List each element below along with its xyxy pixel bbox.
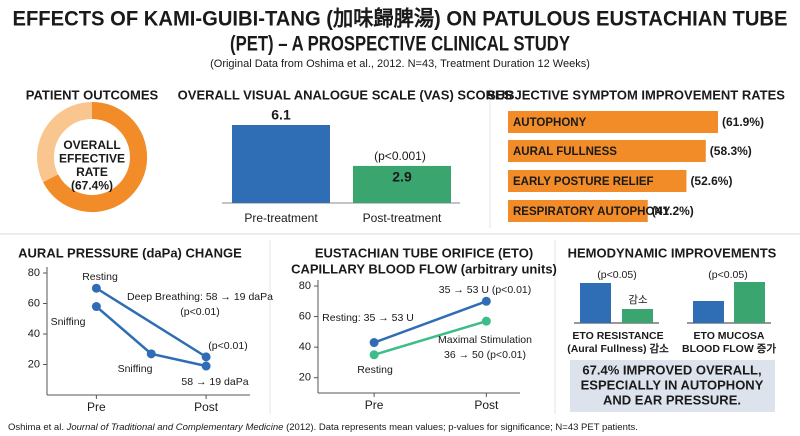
annotation: (p<0.05) [597,269,636,281]
series-label: Resting [82,271,118,283]
category-label: EARLY POSTURE RELIEF [513,176,654,188]
summary-box [570,360,775,412]
y-tick-label: 40 [299,341,311,353]
point [369,338,379,348]
bar [353,165,451,203]
x-tick-label: Pre [365,398,384,412]
x-tick-label: Pre-treatment [244,211,318,225]
line [95,287,207,358]
annotation: 35 → 53 U (p<0.01) [439,284,532,296]
series-label: Sniffing [51,316,86,328]
x-tick-label: Post [474,398,499,412]
x-tick-label: Post-treatment [363,211,442,225]
y-tick-label: 20 [299,372,311,384]
summary-text: ESPECIALLY IN AUTOPHONY [581,377,764,392]
value-label: (41.2%) [652,204,694,218]
y-tick-label: 20 [28,358,40,370]
bar [580,283,611,323]
annotation: Deep Breathing: 58 → 19 daPa [127,291,273,303]
chart-title: CAPILLARY BLOOD FLOW (arbitrary units) [291,261,557,276]
value-label: 6.1 [271,107,291,123]
footer: Oshima et al. Journal of Traditional and… [8,422,638,433]
annotation: (p<0.01) [180,306,219,318]
chart-title: SUBJECTIVE SYMPTOM IMPROVEMENT RATES [487,87,785,102]
annotation: 36 → 50 (p<0.01) [444,349,526,361]
point [481,296,491,306]
title: EFFECTS OF KAMI-GUIBI-TANG (加味歸脾湯) ON PA… [13,7,788,31]
center-label: EFFECTIVE [59,152,125,166]
annotation: (p<0.01) [208,340,247,352]
chart-title: PATIENT OUTCOMES [26,87,159,102]
value-label: (52.6%) [690,174,732,188]
value-label: (61.9%) [722,115,764,129]
category-label: RESPIRATORY AUTOPHONY [513,206,671,218]
series-label: Sniffing [118,363,153,375]
bar [622,309,653,323]
bar [508,111,718,133]
point [146,349,156,359]
donut-arc [43,102,147,212]
category-label: ETO RESISTANCE [572,330,663,342]
bar [508,140,706,162]
y-tick-label: 80 [28,267,40,279]
center-label: RATE [76,165,108,179]
footer-text: Journal of Traditional and Complementary… [66,422,284,433]
point [481,316,491,326]
chart-title: EUSTACHIAN TUBE ORIFICE (ETO) [315,245,533,260]
chart-title: OVERALL VISUAL ANALOGUE SCALE (VAS) SCOR… [178,87,513,102]
annotation: Resting [357,364,393,376]
category-label: BLOOD FLOW 증가 [682,342,776,355]
footer-text: Oshima et al. [8,422,67,433]
point [201,352,211,362]
bar [693,301,724,323]
bar [508,200,648,222]
point [201,361,211,371]
subtitle: (Original Data from Oshima et al., 2012.… [210,58,590,70]
annotation: (p<0.001) [374,149,426,163]
value-label: (67.4%) [71,179,113,193]
annotation: 58 → 19 daPa [181,376,248,388]
y-tick-label: 80 [299,280,311,292]
chart-title: HEMODYNAMIC IMPROVEMENTS [568,245,777,260]
x-tick-label: Pre [87,400,106,414]
category-label: (Aural Fullness) 감소 [567,343,669,355]
bar [232,125,330,203]
annotation: (p<0.05) [708,269,747,281]
summary-text: AND EAR PRESSURE. [603,392,741,407]
value-label: (58.3%) [710,144,752,158]
bar [734,282,765,323]
category-label: ETO MUCOSA [694,330,765,342]
line [373,319,487,356]
value-label: 2.9 [392,169,412,185]
x-tick-label: Post [194,400,219,414]
annotation: Resting: 35 → 53 U [322,312,414,324]
category-label: AURAL FULLNESS [513,146,617,158]
chart-title: AURAL PRESSURE (daPa) CHANGE [18,245,242,260]
summary-text: 67.4% IMPROVED OVERALL, [582,362,761,377]
y-tick-label: 60 [28,297,40,309]
annotation: Maximal Stimulation [438,334,532,346]
footer-text: (2012). Data represents mean values; p-v… [283,422,637,433]
line [373,300,487,344]
title: (PET) – A PROSPECTIVE CLINICAL STUDY [230,33,570,56]
center-label: OVERALL [63,138,120,152]
point [91,283,101,293]
point [91,302,101,312]
bar [508,170,687,192]
y-tick-label: 60 [299,310,311,322]
annotation: 감소 [628,294,648,306]
y-tick-label: 40 [28,328,40,340]
point [369,350,379,360]
category-label: AUTOPHONY [513,117,587,129]
